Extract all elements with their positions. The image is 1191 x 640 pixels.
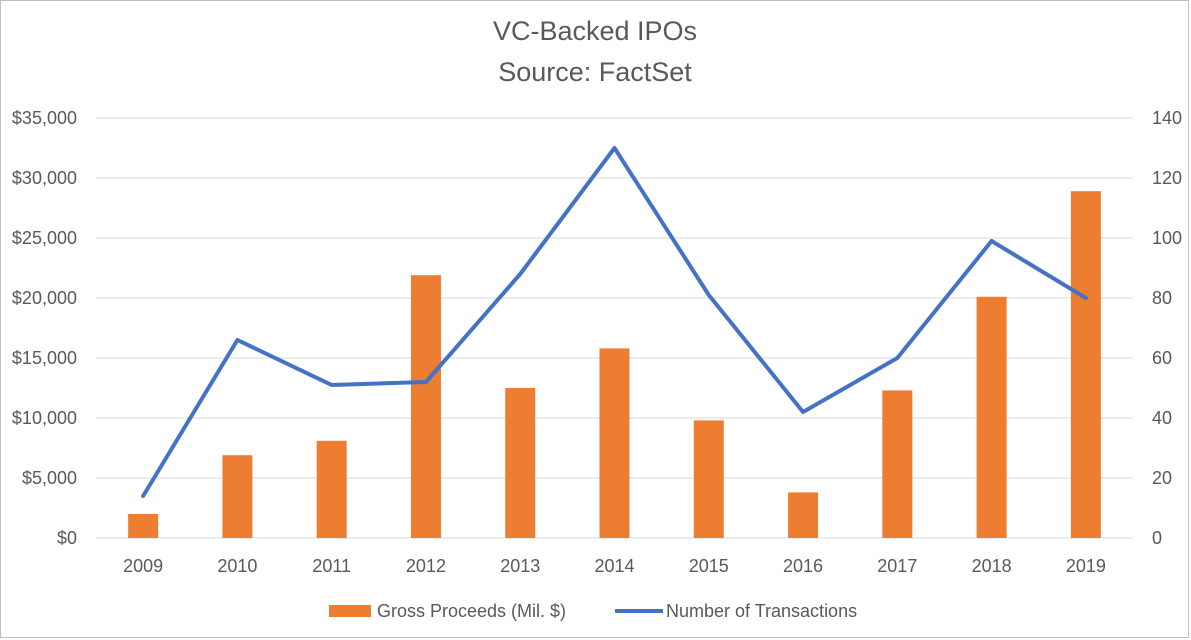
point-number-of-transactions: [896, 357, 898, 359]
line-series: [141, 146, 1088, 498]
x-tick-label: 2017: [877, 556, 917, 576]
axes-text: $0 $5,000 $10,000 $15,000 $20,000 $25,000 $30,…: [12, 108, 1182, 576]
bar-gross-proceeds: [882, 390, 913, 538]
point-number-of-transactions: [991, 240, 993, 242]
bar-gross-proceeds: [410, 275, 441, 538]
y-right-tick-label: 40: [1152, 408, 1172, 428]
bars: [128, 191, 1101, 538]
bar-gross-proceeds: [316, 440, 347, 538]
bar-gross-proceeds: [222, 455, 253, 538]
y-right-tick-label: 80: [1152, 288, 1172, 308]
legend-label-transactions: Number of Transactions: [666, 601, 857, 621]
point-number-of-transactions: [614, 147, 615, 149]
x-tick-label: 2009: [123, 556, 163, 576]
bar-gross-proceeds: [788, 492, 819, 538]
gridlines: [96, 117, 1133, 539]
y-right-tick-label: 20: [1152, 468, 1172, 488]
x-tick-label: 2011: [312, 556, 351, 576]
chart-subtitle: Source: FactSet: [498, 57, 692, 87]
y-left-tick-label: $25,000: [12, 228, 77, 248]
y-left-tick-label: $30,000: [12, 168, 77, 188]
bar-gross-proceeds: [505, 388, 536, 538]
point-number-of-transactions: [331, 384, 333, 386]
x-tick-label: 2019: [1066, 556, 1106, 576]
y-left-tick-label: $20,000: [12, 288, 77, 308]
bar-gross-proceeds: [976, 296, 1007, 538]
legend-label-gross-proceeds: Gross Proceeds (Mil. $): [377, 601, 566, 621]
x-tick-label: 2013: [500, 556, 540, 576]
bar-gross-proceeds: [128, 514, 159, 538]
y-right-tick-label: 120: [1152, 168, 1182, 188]
point-number-of-transactions: [425, 381, 427, 383]
x-tick-label: 2015: [689, 556, 729, 576]
x-tick-label: 2012: [406, 556, 446, 576]
chart-title: VC-Backed IPOs: [493, 16, 697, 46]
y-right-tick-label: 140: [1152, 108, 1182, 128]
x-tick-label: 2014: [594, 556, 634, 576]
point-number-of-transactions: [519, 273, 521, 275]
legend-swatch-gross-proceeds: [329, 605, 371, 617]
y-left-tick-label: $0: [57, 528, 77, 548]
point-number-of-transactions: [708, 294, 710, 296]
y-left-tick-label: $10,000: [12, 408, 77, 428]
y-right-tick-label: 100: [1152, 228, 1182, 248]
bar-gross-proceeds: [1070, 191, 1101, 538]
point-number-of-transactions: [142, 495, 144, 497]
bar-gross-proceeds: [599, 348, 630, 538]
y-left-tick-label: $5,000: [22, 468, 77, 488]
point-number-of-transactions: [236, 339, 238, 341]
y-left-tick-label: $15,000: [12, 348, 77, 368]
bar-gross-proceeds: [693, 420, 724, 538]
legend: Gross Proceeds (Mil. $) Number of Transa…: [329, 601, 857, 621]
y-right-tick-label: 60: [1152, 348, 1172, 368]
y-left-tick-label: $35,000: [12, 108, 77, 128]
point-number-of-transactions: [802, 411, 804, 413]
y-right-tick-label: 0: [1152, 528, 1162, 548]
x-tick-label: 2018: [972, 556, 1012, 576]
x-tick-label: 2010: [217, 556, 257, 576]
x-tick-label: 2016: [783, 556, 823, 576]
point-number-of-transactions: [1085, 297, 1087, 299]
